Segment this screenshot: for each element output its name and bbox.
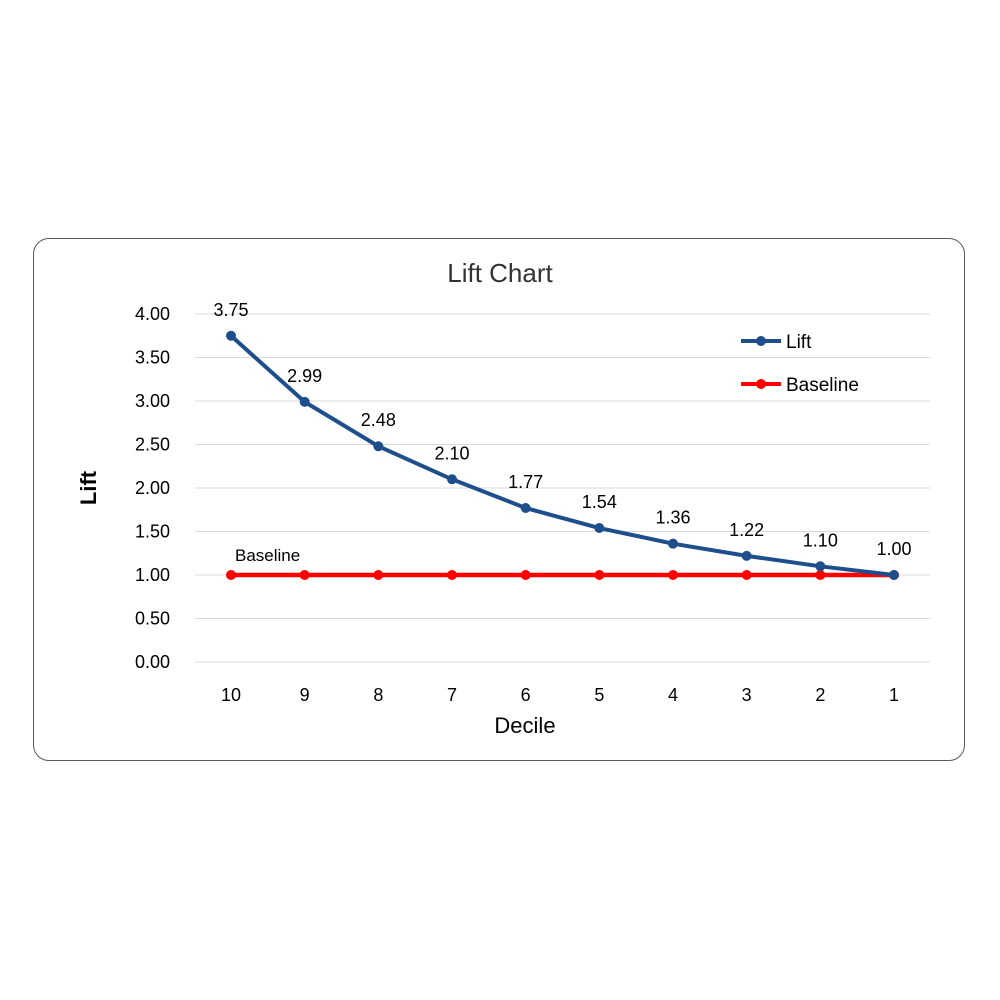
y-tick-label: 2.50 — [135, 435, 170, 455]
y-axis-title: Lift — [76, 470, 101, 505]
data-point-baseline — [520, 570, 531, 580]
x-tick-label: 9 — [300, 685, 310, 705]
data-label: 2.10 — [434, 443, 469, 463]
y-tick-label: 1.00 — [135, 565, 170, 585]
data-point-lift — [668, 538, 678, 549]
legend: Lift Baseline — [741, 332, 859, 396]
y-tick-labels: 0.00 0.50 1.00 1.50 2.00 2.50 3.00 3.50 4.00 — [135, 304, 170, 672]
data-labels: 3.75 2.99 2.48 2.10 1.77 1.54 1.36 1.22 1.10 1.00 — [213, 300, 911, 559]
x-tick-label: 3 — [742, 685, 752, 705]
legend-swatch-marker — [756, 336, 766, 346]
data-point-baseline — [447, 570, 457, 580]
x-tick-label: 2 — [815, 685, 825, 705]
data-label: 1.54 — [582, 492, 617, 512]
chart-title: Lift Chart — [447, 258, 553, 288]
data-point-baseline — [594, 570, 605, 580]
x-tick-label: 8 — [373, 685, 383, 705]
y-tick-label: 0.50 — [135, 609, 170, 629]
x-tick-label: 4 — [668, 685, 678, 705]
gridlines — [195, 313, 930, 663]
series-line-lift — [229, 333, 896, 577]
data-point-baseline — [741, 570, 752, 580]
data-label: 3.75 — [213, 300, 248, 320]
baseline-annotation: Baseline — [235, 546, 300, 565]
y-tick-label: 2.00 — [135, 478, 170, 498]
data-label: 2.48 — [361, 410, 396, 430]
data-point-baseline — [226, 570, 236, 580]
data-label: 1.77 — [508, 472, 543, 492]
data-point-lift — [741, 550, 752, 561]
data-label: 1.10 — [803, 530, 838, 550]
legend-label: Lift — [786, 332, 812, 353]
y-tick-label: 1.50 — [135, 522, 170, 542]
data-label: 1.36 — [655, 508, 690, 528]
x-tick-labels: 10 9 8 7 6 5 4 3 2 1 — [221, 685, 899, 705]
y-tick-label: 3.00 — [135, 391, 170, 411]
x-tick-label: 7 — [447, 685, 457, 705]
x-axis-title: Decile — [494, 713, 555, 738]
x-tick-label: 10 — [221, 685, 241, 705]
data-point-lift — [226, 330, 236, 341]
series-lift — [226, 330, 899, 580]
data-point-lift — [520, 503, 531, 514]
data-point-lift — [594, 523, 605, 534]
data-label: 1.00 — [876, 539, 911, 559]
y-tick-label: 3.50 — [135, 348, 170, 368]
data-point-lift — [815, 561, 826, 572]
data-point-lift — [889, 570, 899, 580]
data-point-baseline — [373, 570, 384, 580]
data-point-baseline — [815, 570, 826, 580]
data-point-baseline — [299, 570, 310, 580]
series-baseline — [226, 570, 899, 580]
data-point-lift — [373, 441, 384, 452]
data-label: 2.99 — [287, 366, 322, 386]
legend-item-lift: Lift — [741, 332, 812, 353]
legend-item-baseline: Baseline — [741, 375, 859, 396]
legend-label: Baseline — [786, 375, 859, 396]
data-label: 1.22 — [729, 520, 764, 540]
legend-swatch-marker — [756, 379, 766, 389]
data-point-baseline — [668, 570, 678, 580]
x-tick-label: 5 — [594, 685, 604, 705]
x-tick-label: 6 — [521, 685, 531, 705]
y-tick-label: 4.00 — [135, 304, 170, 324]
series — [226, 330, 899, 580]
data-point-lift — [299, 396, 310, 407]
y-tick-label: 0.00 — [135, 652, 170, 672]
data-point-lift — [447, 474, 457, 485]
x-tick-label: 1 — [889, 685, 899, 705]
